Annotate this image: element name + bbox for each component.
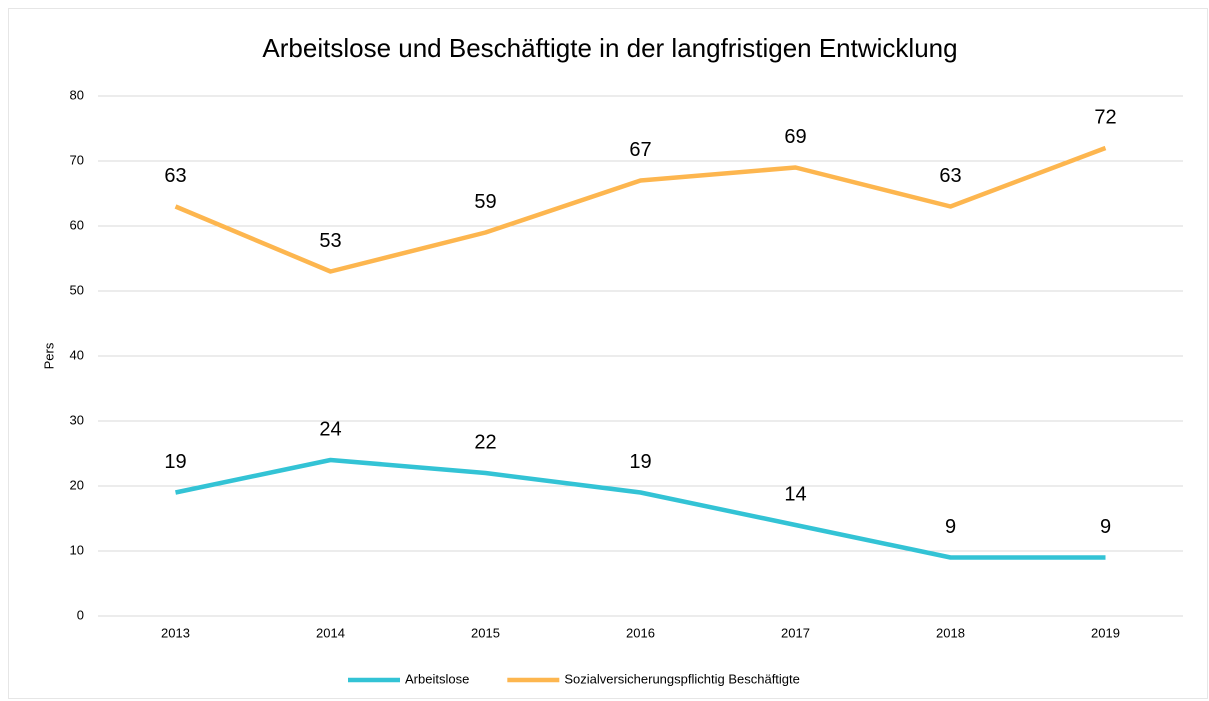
x-tick-label: 2017 [781, 625, 810, 640]
y-tick-label: 30 [70, 412, 84, 427]
y-tick-label: 60 [70, 217, 84, 232]
x-tick-label: 2019 [1091, 625, 1120, 640]
chart-border [8, 8, 1208, 699]
data-label: 72 [1094, 106, 1116, 128]
y-tick-label: 40 [70, 347, 84, 362]
x-tick-label: 2018 [936, 625, 965, 640]
chart-title: Arbeitslose und Beschäftigte in der lang… [262, 33, 957, 63]
data-label: 63 [939, 165, 961, 187]
data-label: 24 [319, 418, 341, 440]
legend-label: Sozialversicherungspflichtig Beschäftigt… [564, 671, 800, 686]
data-label: 9 [945, 516, 956, 538]
y-axis-label: Pers [41, 342, 56, 369]
y-tick-label: 10 [70, 542, 84, 557]
y-tick-label: 20 [70, 477, 84, 492]
series-line [174, 145, 1107, 274]
x-tick-label: 2014 [316, 625, 345, 640]
x-tick-label: 2015 [471, 625, 500, 640]
y-tick-label: 50 [70, 282, 84, 297]
data-label: 63 [164, 165, 186, 187]
data-label: 67 [629, 139, 651, 161]
data-label: 69 [784, 126, 806, 148]
legend-label: Arbeitslose [405, 671, 469, 686]
x-tick-label: 2013 [161, 625, 190, 640]
data-label: 19 [164, 451, 186, 473]
data-label: 59 [474, 191, 496, 213]
y-tick-label: 0 [77, 607, 84, 622]
data-label: 19 [629, 451, 651, 473]
y-tick-label: 70 [70, 152, 84, 167]
y-tick-label: 80 [70, 87, 84, 102]
data-label: 14 [784, 483, 806, 505]
x-tick-label: 2016 [626, 625, 655, 640]
data-label: 22 [474, 431, 496, 453]
data-label: 9 [1100, 516, 1111, 538]
series-line [175, 457, 1106, 560]
data-label: 53 [319, 230, 341, 252]
